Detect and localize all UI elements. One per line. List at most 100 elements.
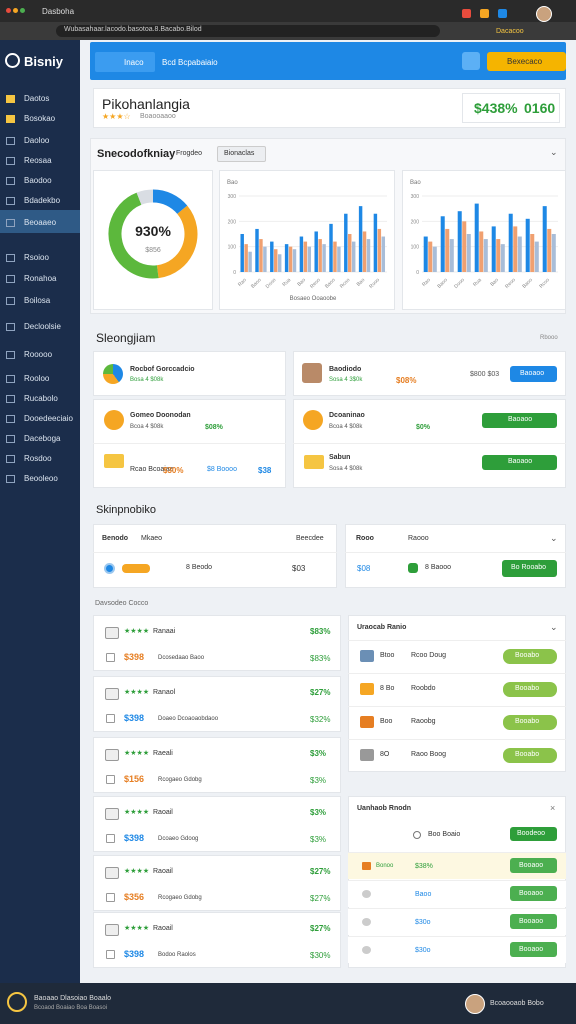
list-icon xyxy=(105,627,119,639)
card-extra: $8 Boooo xyxy=(207,466,237,473)
ext-icon[interactable] xyxy=(498,9,507,18)
bar xyxy=(483,239,488,272)
card-name: Sabun xyxy=(329,454,351,461)
divider xyxy=(293,443,566,444)
header-icon[interactable] xyxy=(462,52,480,70)
toggle[interactable] xyxy=(122,564,150,573)
bar xyxy=(373,213,378,272)
footer-line2: Bcoaod Boaiao Boa Boasoi xyxy=(34,1005,108,1011)
card xyxy=(345,524,566,588)
menu-item[interactable]: Boilosa xyxy=(24,296,51,305)
button-text: Booabo xyxy=(515,718,540,725)
button[interactable] xyxy=(510,942,557,957)
list-price: $398 xyxy=(124,652,145,662)
menu-item[interactable]: Rooloo xyxy=(24,374,50,383)
menu-icon xyxy=(6,415,15,423)
footer-line1: Baoaao Dlasoiao Boaalo xyxy=(34,995,112,1002)
divider xyxy=(93,552,337,553)
menu-item[interactable]: Bosokao xyxy=(24,114,56,123)
pill-button[interactable] xyxy=(503,748,557,763)
list-desc: Dcosedaao Baoo xyxy=(158,655,205,661)
button[interactable] xyxy=(502,560,557,577)
list-card xyxy=(93,855,341,911)
button[interactable] xyxy=(482,413,557,428)
checkbox[interactable] xyxy=(106,714,115,723)
filter-label: Frogdeo xyxy=(176,150,203,157)
collapse: ⌄ xyxy=(550,533,558,543)
icon xyxy=(304,455,324,469)
bar xyxy=(259,239,263,272)
collapse: ⌄ xyxy=(550,147,558,157)
bar xyxy=(248,251,252,272)
header-tab[interactable] xyxy=(95,52,155,72)
button-text: Boodeoo xyxy=(517,830,546,837)
pill-button[interactable] xyxy=(503,649,557,664)
menu-item[interactable]: Rsoioo xyxy=(24,253,49,262)
chart-title: Bao xyxy=(227,180,238,186)
checkbox[interactable] xyxy=(106,653,115,662)
checkbox[interactable] xyxy=(106,950,115,959)
row-icon xyxy=(362,946,371,954)
radio[interactable] xyxy=(104,563,115,574)
menu-item[interactable]: Decloolsie xyxy=(24,322,61,331)
footer-avatar xyxy=(465,994,485,1014)
menu-item[interactable]: Bdadekbo xyxy=(24,196,61,205)
address-bar[interactable] xyxy=(56,25,440,37)
donut-segment xyxy=(156,205,198,279)
checkbox[interactable] xyxy=(106,893,115,902)
menu-item[interactable]: Beooleoo xyxy=(24,474,58,483)
list-icon xyxy=(105,867,119,879)
menu-item[interactable]: Dooedeeciaio xyxy=(24,414,73,423)
card-meta: Sosa 4 3$0k xyxy=(329,377,363,383)
button[interactable] xyxy=(510,886,557,901)
bar xyxy=(513,226,518,272)
button[interactable] xyxy=(482,455,557,470)
icon xyxy=(104,454,124,468)
checkbox[interactable] xyxy=(106,834,115,843)
menu-item[interactable]: Reosaa xyxy=(24,156,52,165)
collapse: ⌄ xyxy=(550,622,558,632)
x-tick-label: Rooo xyxy=(368,277,381,290)
menu-item[interactable]: Daotos xyxy=(24,94,50,103)
ext-icon[interactable] xyxy=(462,9,471,18)
bar xyxy=(381,236,386,272)
checkbox[interactable] xyxy=(106,775,115,784)
ext-icon[interactable] xyxy=(480,9,489,18)
menu-item[interactable]: Rooooo xyxy=(24,350,53,359)
menu-item[interactable]: Rosdoo xyxy=(24,454,52,463)
list-icon xyxy=(105,749,119,761)
button[interactable] xyxy=(510,858,557,873)
col-header: Beecdee xyxy=(296,535,324,542)
list-icon xyxy=(105,924,119,936)
menu-item[interactable]: Daceboga xyxy=(24,434,61,443)
menu-item[interactable]: Ronahoa xyxy=(24,274,57,283)
bar xyxy=(462,221,467,272)
y-tick-label: 100 xyxy=(228,245,237,251)
header-button[interactable] xyxy=(487,52,566,71)
url: Wubasahaar.lacodo.basotoa.8.Bacabo.Bilod xyxy=(64,26,202,33)
card-value: $30% xyxy=(163,466,184,475)
list-desc: Doaeo Dcoaoaobdaoo xyxy=(158,716,219,722)
menu-item[interactable]: Baodoo xyxy=(24,176,52,185)
stars: ★★★★ xyxy=(124,809,150,816)
window-dot xyxy=(6,8,11,13)
button[interactable] xyxy=(510,366,557,382)
button[interactable] xyxy=(510,827,557,841)
bar xyxy=(457,211,462,272)
panel-title: Uraocab Ranio xyxy=(357,624,407,631)
row-b: Rcoo Doug xyxy=(411,652,447,659)
y-tick-label: 0 xyxy=(233,270,236,276)
pill-button[interactable] xyxy=(503,682,557,697)
row-icon xyxy=(360,683,374,695)
menu-item[interactable]: Beoaaeo xyxy=(24,218,57,227)
bar xyxy=(508,213,513,272)
pill-button[interactable] xyxy=(503,715,557,730)
row-icon xyxy=(360,650,374,662)
filter[interactable] xyxy=(217,146,266,162)
menu-item[interactable]: Daoloo xyxy=(24,136,50,145)
menu-item[interactable]: Rucabolo xyxy=(24,394,58,403)
card-value: $08% xyxy=(205,424,223,431)
button[interactable] xyxy=(510,914,557,929)
